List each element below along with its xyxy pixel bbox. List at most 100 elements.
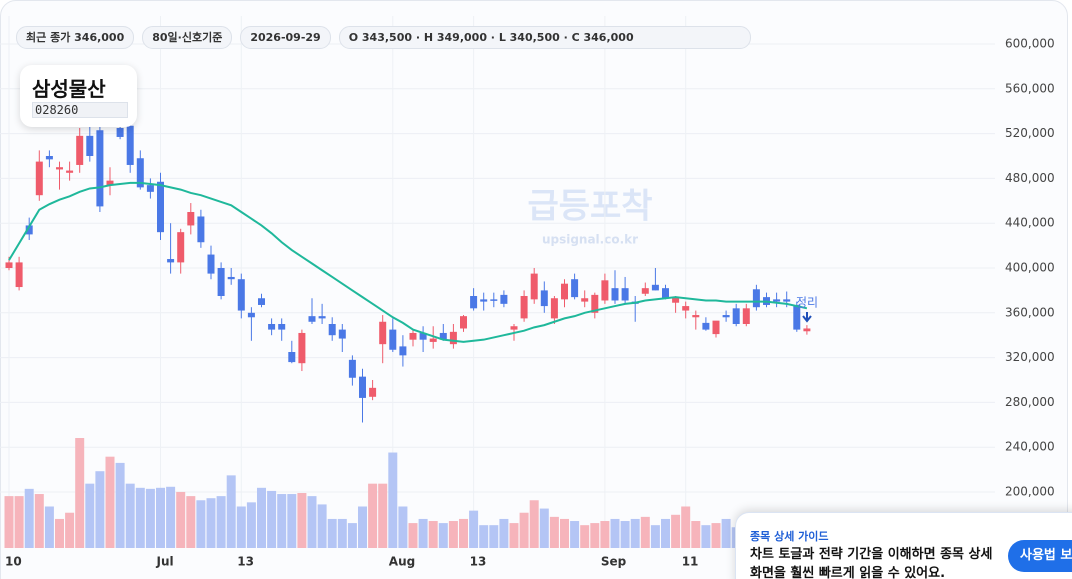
candle-body bbox=[167, 259, 175, 263]
candle-body bbox=[45, 156, 53, 160]
volume-bar bbox=[661, 518, 670, 548]
volume-bar bbox=[519, 512, 529, 548]
volume-bar bbox=[378, 483, 388, 548]
annotation-arrow bbox=[802, 312, 812, 323]
candle-body bbox=[379, 321, 387, 345]
x-tick-label: Aug bbox=[389, 555, 415, 569]
volume-bar bbox=[156, 487, 165, 548]
guide-title: 종목 상세 가이드 bbox=[750, 530, 829, 543]
annotation: 정리 bbox=[796, 296, 818, 310]
volume-bar bbox=[317, 504, 327, 548]
candle-body bbox=[601, 280, 609, 301]
volume-bar bbox=[408, 523, 418, 548]
volume-bar bbox=[509, 523, 519, 548]
chip: O 343,500 · H 349,000 · L 340,500 · C 34… bbox=[338, 26, 751, 49]
volume-bar bbox=[398, 506, 408, 548]
volume-bar bbox=[691, 521, 701, 548]
candle-body bbox=[581, 298, 589, 302]
candle-body bbox=[338, 329, 346, 339]
watermark-title: 급등포착 bbox=[527, 187, 652, 227]
candle-body bbox=[682, 306, 690, 311]
candle-body bbox=[76, 135, 84, 165]
volume-bar bbox=[277, 494, 287, 548]
volume-bar bbox=[34, 494, 44, 548]
candle-body bbox=[116, 128, 124, 137]
x-tick-label: Sep bbox=[601, 555, 627, 569]
volume-bar bbox=[560, 518, 569, 548]
candle-body bbox=[126, 125, 134, 165]
plot: 200,000 240,000 280,000 320,000 360,000 400,0… bbox=[0, 16, 1055, 569]
volume-bar bbox=[125, 483, 135, 548]
candle-body bbox=[561, 283, 568, 300]
candle-body bbox=[96, 130, 104, 207]
candle-body bbox=[722, 315, 730, 318]
volume-bar bbox=[337, 518, 347, 548]
candle-body bbox=[5, 262, 13, 268]
candle-body bbox=[409, 332, 417, 340]
chip: 2026-09-29 bbox=[240, 26, 331, 49]
y-tick-label: 400,000 bbox=[1005, 261, 1055, 275]
x-tick-label: Jul bbox=[156, 555, 174, 569]
candle-body bbox=[359, 376, 366, 398]
moving-average bbox=[8, 181, 808, 343]
x-tick-label: 13 bbox=[470, 555, 487, 569]
candle-body bbox=[369, 387, 377, 397]
candle-body bbox=[783, 299, 791, 302]
candle-body bbox=[288, 352, 296, 363]
candle-body bbox=[136, 158, 144, 188]
candle-body bbox=[429, 338, 437, 342]
volume-bar bbox=[307, 496, 317, 548]
volume-bar bbox=[650, 525, 660, 548]
volume-bar bbox=[610, 518, 620, 548]
candle-body bbox=[591, 294, 599, 313]
candle-body bbox=[86, 135, 94, 156]
volume-bar bbox=[196, 500, 206, 548]
y-tick-label: 480,000 bbox=[1005, 171, 1055, 185]
candle-body bbox=[490, 299, 498, 301]
y-tick-label: 560,000 bbox=[1005, 81, 1055, 95]
candle-body bbox=[328, 324, 336, 336]
candle-body bbox=[672, 297, 680, 303]
candle-body bbox=[510, 326, 518, 330]
volume-bar bbox=[489, 525, 499, 548]
volume-bar bbox=[671, 514, 681, 548]
volume-bar bbox=[145, 488, 155, 548]
volume-bar bbox=[65, 512, 75, 548]
x-tick-label: 11 bbox=[682, 555, 699, 569]
volume-bar bbox=[44, 506, 54, 548]
volume-bar bbox=[448, 521, 458, 548]
volume-bar bbox=[358, 506, 367, 548]
volume-bar bbox=[418, 518, 428, 548]
volume-bar bbox=[479, 525, 489, 548]
guide-button[interactable]: 사용법 보기 bbox=[1008, 540, 1072, 572]
candle-body bbox=[732, 308, 740, 324]
volume-bar bbox=[4, 496, 14, 548]
volume-bar bbox=[85, 483, 95, 548]
candle-body bbox=[268, 324, 276, 330]
y-tick-label: 320,000 bbox=[1005, 350, 1055, 364]
candle-body bbox=[793, 304, 801, 330]
y-tick-label: 240,000 bbox=[1005, 440, 1055, 454]
volume-bar bbox=[14, 496, 24, 548]
volume-bar bbox=[620, 521, 630, 548]
candle-body bbox=[480, 299, 488, 302]
volume-bar bbox=[347, 523, 357, 548]
volume-bar bbox=[459, 518, 468, 548]
volume-bar bbox=[580, 525, 590, 548]
candle-body bbox=[520, 296, 528, 319]
candle-body bbox=[318, 316, 326, 319]
volume-bar bbox=[246, 502, 256, 548]
candle-body bbox=[157, 181, 164, 233]
volume-bar bbox=[55, 518, 64, 548]
volume-bar bbox=[368, 483, 378, 548]
candle-body bbox=[258, 298, 265, 305]
candle-body bbox=[247, 312, 255, 318]
volume-bar bbox=[428, 521, 438, 548]
candle-body bbox=[752, 289, 760, 308]
candle-body bbox=[641, 288, 649, 294]
candle-body bbox=[773, 299, 781, 302]
candle-body bbox=[470, 296, 478, 309]
volume-bar bbox=[499, 518, 509, 548]
x-tick-label: 10 bbox=[5, 555, 22, 569]
